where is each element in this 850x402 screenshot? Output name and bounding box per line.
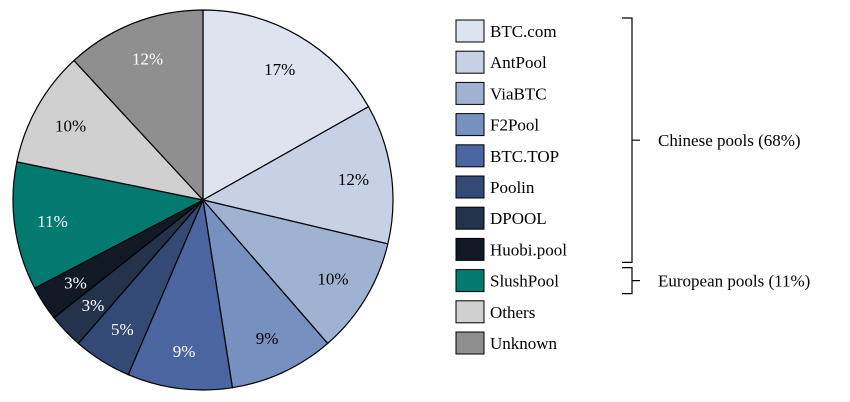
group-label: Chinese pools (68%) [658, 131, 801, 150]
slice-label-btc-top: 9% [173, 342, 196, 361]
slice-label-btc-com: 17% [264, 60, 295, 79]
pie-slice-others [16, 59, 205, 201]
legend-item-slushpool: SlushPool [455, 269, 559, 293]
legend-item-f2pool: F2Pool [455, 113, 539, 137]
slice-label-huobi-pool: 3% [64, 274, 87, 293]
legend-item-unknown: Unknown [455, 331, 558, 355]
legend-label-antpool: AntPool [490, 53, 547, 72]
legend-item-huobi-pool: Huobi.pool [455, 237, 567, 261]
pie-slice-viabtc [201, 198, 389, 345]
legend-swatch-huobi-pool [455, 237, 485, 261]
legend-item-btc-top: BTC.TOP [455, 144, 559, 168]
group-european-pools-11: European pools (11%) [622, 267, 810, 295]
legend-item-dpool: DPOOL [455, 206, 547, 230]
pie-slice-btc-top [127, 197, 234, 391]
legend-swatch-btc-com [455, 19, 485, 43]
legend-swatch-slushpool [455, 269, 485, 293]
legend-label-btc-com: BTC.com [490, 22, 557, 41]
pie-slice-f2pool [202, 198, 329, 389]
legend-swatch-others [455, 300, 485, 324]
legend-item-antpool: AntPool [455, 50, 547, 74]
pie-slice-slushpool [12, 161, 205, 289]
slice-label-unknown: 12% [132, 50, 163, 69]
legend-swatch-viabtc [455, 81, 485, 105]
legend-swatch-dpool [455, 206, 485, 230]
legend-label-unknown: Unknown [490, 334, 558, 353]
legend-swatch-poolin [455, 175, 485, 199]
legend-label-viabtc: ViaBTC [490, 84, 547, 103]
pie-slice-unknown [73, 9, 204, 202]
pie-slice-btc-com [202, 9, 370, 202]
legend-label-huobi-pool: Huobi.pool [490, 240, 567, 259]
slice-label-slushpool: 11% [37, 212, 68, 231]
legend-label-btc-top: BTC.TOP [490, 147, 559, 166]
slice-label-dpool: 3% [82, 296, 105, 315]
legend-label-dpool: DPOOL [490, 209, 547, 228]
legend-label-poolin: Poolin [490, 178, 535, 197]
group-label: European pools (11%) [658, 272, 810, 291]
pie-slices [12, 9, 394, 391]
pie-slice-antpool [201, 105, 394, 245]
legend-swatch-antpool [455, 50, 485, 74]
slice-label-antpool: 12% [338, 170, 369, 189]
legend-item-viabtc: ViaBTC [455, 81, 547, 105]
legend-swatch-btc-top [455, 144, 485, 168]
slice-label-poolin: 5% [111, 320, 134, 339]
legend-item-others: Others [455, 300, 535, 324]
group-bracket [622, 17, 640, 263]
legend-label-others: Others [490, 303, 535, 322]
legend-item-btc-com: BTC.com [455, 19, 557, 43]
legend-swatch-unknown [455, 331, 485, 355]
slice-label-f2pool: 9% [256, 329, 279, 348]
slice-label-viabtc: 10% [317, 270, 348, 289]
group-brackets: Chinese pools (68%) European pools (11%) [622, 17, 810, 295]
group-chinese-pools-68: Chinese pools (68%) [622, 17, 801, 263]
slice-labels: 17% 12% 10% 9% 9% 5% 3% 3% 11% 10% 12% [37, 50, 369, 361]
legend: BTC.com AntPool ViaBTC F2Pool BTC.TOP Poolin D… [455, 19, 567, 355]
legend-label-f2pool: F2Pool [490, 116, 539, 135]
group-bracket [622, 267, 640, 295]
slice-label-others: 10% [55, 116, 86, 135]
legend-swatch-f2pool [455, 113, 485, 137]
legend-item-poolin: Poolin [455, 175, 535, 199]
legend-label-slushpool: SlushPool [490, 272, 559, 291]
